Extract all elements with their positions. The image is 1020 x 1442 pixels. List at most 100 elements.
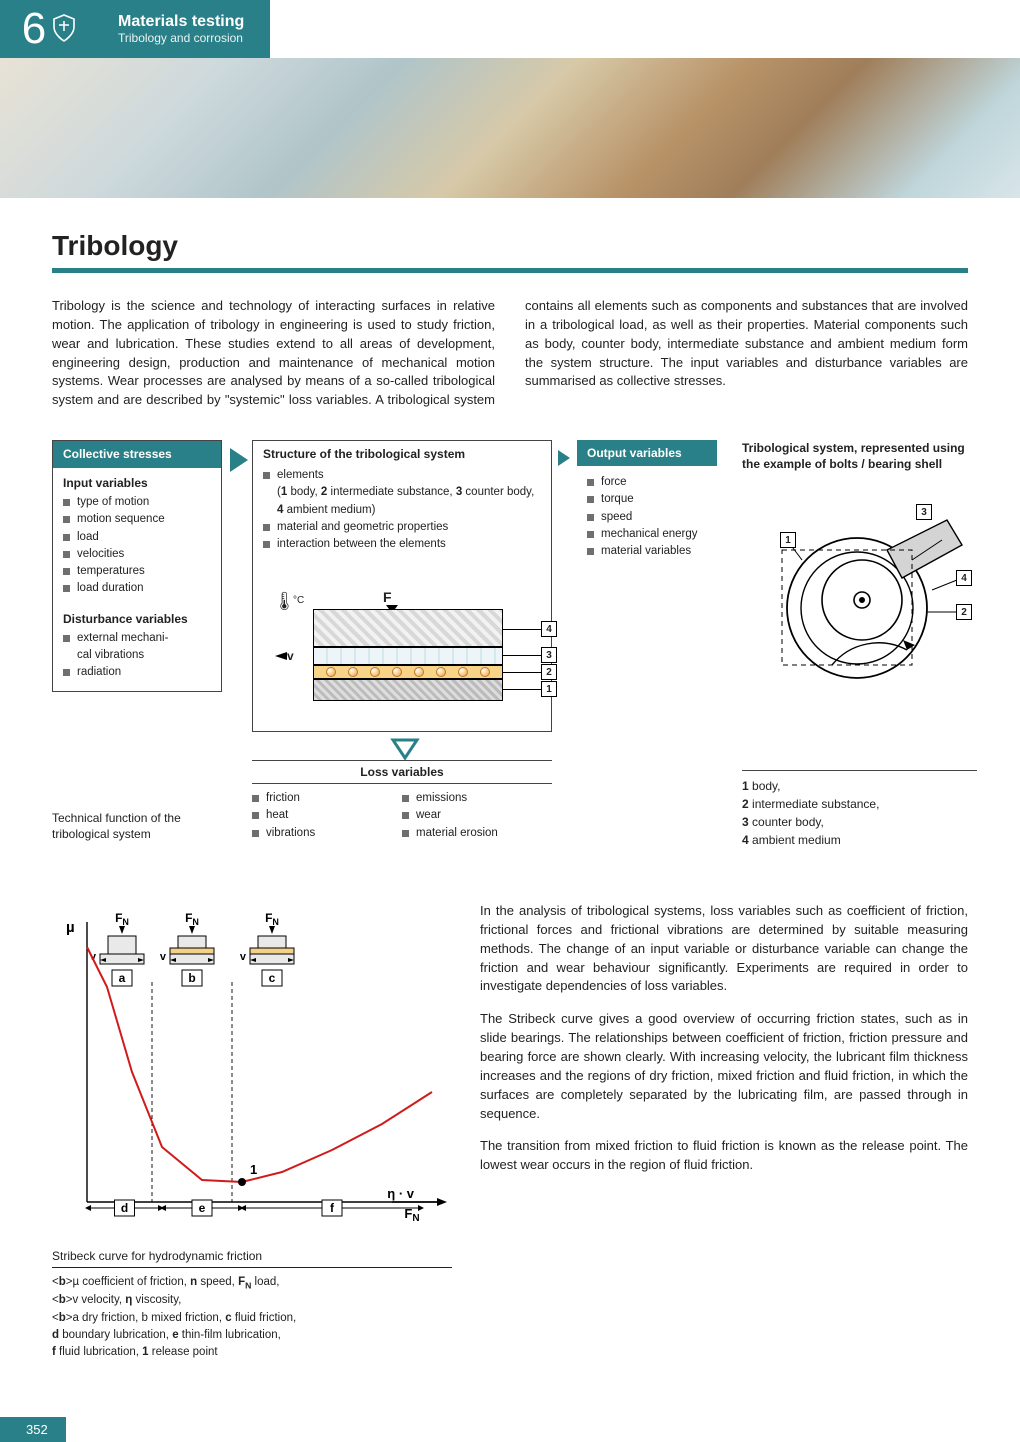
list-item: interaction between the elements — [263, 536, 541, 553]
callout-4: 4 — [541, 621, 557, 637]
para-2: The Stribeck curve gives a good overview… — [480, 1010, 968, 1123]
tribological-system-diagram: Collective stresses Input variables type… — [52, 440, 968, 880]
stribeck-caption: Stribeck curve for hydrodynamic friction — [52, 1249, 452, 1268]
svg-text:η · v: η · v — [387, 1186, 414, 1201]
callout-3: 3 — [541, 647, 557, 663]
technical-function-label: Technical function of the tribological s… — [52, 810, 232, 842]
callout-1: 1 — [541, 681, 557, 697]
legend-item: 4 ambient medium — [742, 831, 977, 849]
list-item: elements(1 body, 2 intermediate substanc… — [263, 467, 541, 519]
ex-callout-3: 3 — [916, 504, 932, 520]
list-item: torque — [587, 491, 707, 508]
collective-stresses-title: Collective stresses — [53, 441, 221, 468]
chapter-badge: 6 — [0, 0, 100, 58]
stribeck-figure: µ FNvaFNvbFNvc 1 def η · v FN — [52, 902, 452, 1361]
stribeck-legend-line: d boundary lubrication, e thin-film lubr… — [52, 1327, 452, 1344]
title-rule — [52, 268, 968, 273]
input-variables-list: type of motionmotion sequenceloadvelocit… — [63, 494, 211, 598]
loss-left-list: frictionheatvibrations — [252, 790, 402, 842]
intro-text: Tribology is the science and technology … — [52, 297, 968, 410]
svg-text:v: v — [160, 951, 167, 963]
list-item: wear — [402, 807, 552, 824]
layer-4 — [313, 609, 503, 647]
stribeck-legend: <b>µ coefficient of friction, n speed, F… — [52, 1274, 452, 1361]
layer-1 — [313, 679, 503, 701]
svg-text:FN: FN — [185, 911, 199, 927]
layer-2 — [313, 665, 503, 679]
loss-variables-box: Loss variables frictionheatvibrations em… — [252, 760, 552, 842]
body-text: In the analysis of tribological systems,… — [480, 902, 968, 1361]
disturbance-variables-title: Disturbance variables — [63, 612, 211, 626]
list-item: heat — [252, 807, 402, 824]
shield-tool-icon — [50, 13, 78, 46]
list-item: speed — [587, 509, 707, 526]
list-item: material variables — [587, 543, 707, 560]
example-legend: 1 body,2 intermediate substance,3 counte… — [742, 770, 977, 849]
page-header: 6 Materials testing Tribology and corros… — [0, 0, 1020, 200]
legend-item: 1 body, — [742, 777, 977, 795]
ex-callout-4: 4 — [956, 570, 972, 586]
list-item: mechanical energy — [587, 526, 707, 543]
arrow-icon — [558, 450, 570, 466]
para-3: The transition from mixed friction to fl… — [480, 1137, 968, 1175]
list-item: friction — [252, 790, 402, 807]
axis-y-label: µ — [66, 919, 75, 936]
legend-item: 3 counter body, — [742, 813, 977, 831]
arrow-icon — [230, 448, 248, 472]
example-bearing-diagram: 1 3 4 2 — [742, 490, 972, 690]
output-variables-title: Output variables — [577, 440, 717, 466]
list-item: type of motion — [63, 494, 211, 511]
list-item: load — [63, 529, 211, 546]
list-item: velocities — [63, 546, 211, 563]
list-item: force — [587, 474, 707, 491]
structure-title: Structure of the tribological system — [263, 447, 541, 461]
svg-text:FN: FN — [115, 911, 129, 927]
stribeck-legend-line: <b>v velocity, η viscosity, — [52, 1292, 452, 1309]
temperature-unit: °C — [293, 595, 304, 606]
ex-callout-2: 2 — [956, 604, 972, 620]
structure-list: elements(1 body, 2 intermediate substanc… — [263, 467, 541, 553]
loss-variables-title: Loss variables — [252, 765, 552, 784]
legend-item: 2 intermediate substance, — [742, 795, 977, 813]
svg-text:d: d — [121, 1201, 128, 1215]
chapter-title: Materials testing — [118, 13, 244, 31]
output-variables-list: forcetorquespeedmechanical energymateria… — [577, 466, 717, 568]
stribeck-curve-chart: µ FNvaFNvbFNvc 1 def η · v FN — [52, 902, 452, 1242]
chapter-subtitle: Tribology and corrosion — [118, 31, 244, 45]
list-item: material erosion — [402, 825, 552, 842]
chapter-number: 6 — [22, 4, 44, 54]
svg-text:FN: FN — [265, 911, 279, 927]
page-number: 352 — [0, 1417, 66, 1442]
stribeck-legend-line: f fluid lubrication, 1 release point — [52, 1344, 452, 1361]
example-title: Tribological system, represented using t… — [742, 440, 972, 472]
ex-callout-1: 1 — [780, 532, 796, 548]
svg-text:a: a — [119, 971, 126, 985]
output-variables-box: Output variables forcetorquespeedmechani… — [577, 440, 717, 568]
loss-right-list: emissionswearmaterial erosion — [402, 790, 552, 842]
chapter-title-block: Materials testing Tribology and corrosio… — [100, 0, 270, 58]
svg-text:v: v — [240, 951, 247, 963]
banner-image — [0, 58, 1020, 198]
list-item: temperatures — [63, 563, 211, 580]
svg-text:1: 1 — [250, 1162, 257, 1177]
structure-box: Structure of the tribological system ele… — [252, 440, 552, 732]
list-item: emissions — [402, 790, 552, 807]
stribeck-legend-line: <b>a dry friction, b mixed friction, c f… — [52, 1310, 452, 1327]
structure-schematic: 🌡 °C F v 4 — [263, 561, 541, 721]
svg-text:e: e — [199, 1201, 206, 1215]
disturbance-variables-list: external mechani-cal vibrationsradiation — [63, 630, 211, 682]
list-item: radiation — [63, 664, 211, 681]
svg-text:b: b — [188, 971, 195, 985]
velocity-label: v — [287, 649, 294, 663]
list-item: vibrations — [252, 825, 402, 842]
input-variables-title: Input variables — [63, 476, 211, 490]
collective-stresses-box: Collective stresses Input variables type… — [52, 440, 222, 692]
list-item: external mechani-cal vibrations — [63, 630, 211, 665]
stribeck-legend-line: <b>µ coefficient of friction, n speed, F… — [52, 1274, 452, 1292]
list-item: motion sequence — [63, 511, 211, 528]
force-label: F — [383, 589, 392, 605]
svg-text:c: c — [269, 971, 276, 985]
page-title: Tribology — [52, 230, 968, 262]
layer-3 — [313, 647, 503, 665]
list-item: material and geometric properties — [263, 519, 541, 536]
